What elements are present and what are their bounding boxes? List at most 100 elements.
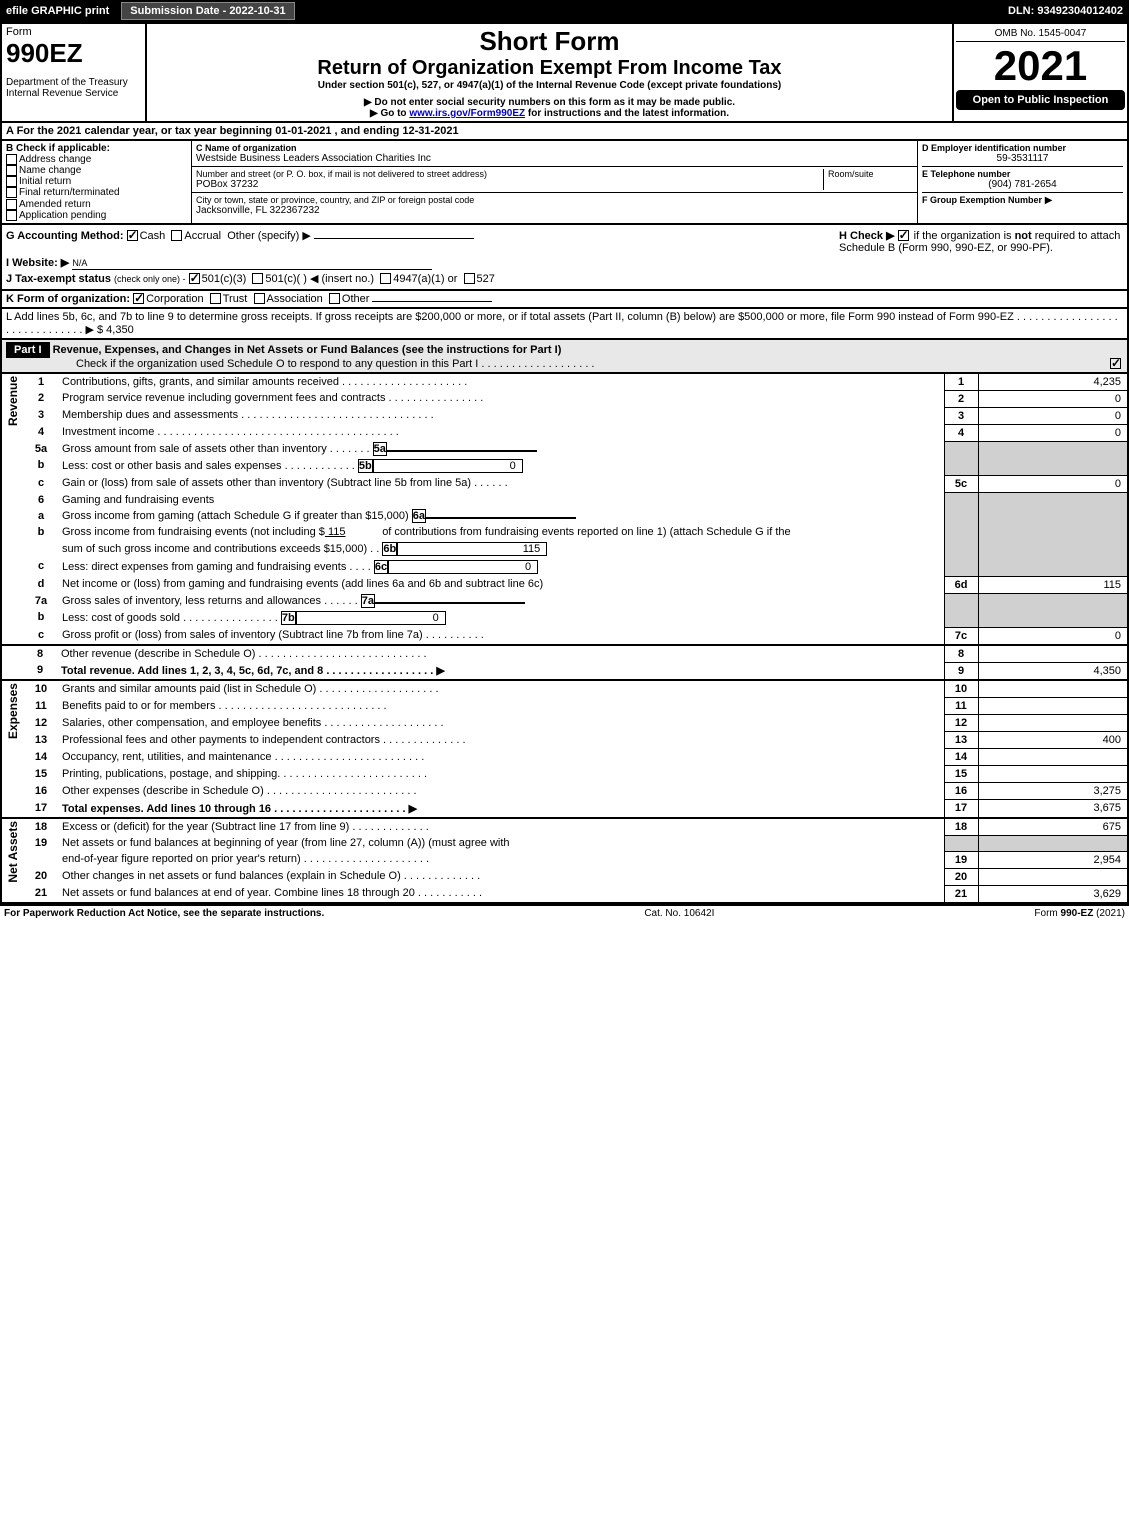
h-checkbox[interactable] bbox=[898, 230, 909, 241]
line-6a: Gross income from gaming (attach Schedul… bbox=[62, 510, 409, 522]
line-18: Excess or (deficit) for the year (Subtra… bbox=[58, 818, 944, 836]
4947-checkbox[interactable] bbox=[380, 273, 391, 284]
line-16: Other expenses (describe in Schedule O) … bbox=[58, 783, 944, 800]
name-change-checkbox[interactable] bbox=[6, 165, 17, 176]
footer-left: For Paperwork Reduction Act Notice, see … bbox=[4, 908, 324, 919]
e-lbl: E Telephone number bbox=[922, 166, 1123, 179]
j-a: 501(c)(3) bbox=[202, 273, 247, 285]
val-6d: 115 bbox=[978, 576, 1128, 593]
k-corp: Corporation bbox=[146, 293, 203, 305]
line-20: Other changes in net assets or fund bala… bbox=[58, 868, 944, 885]
accrual: Accrual bbox=[184, 230, 221, 242]
val-19: 2,954 bbox=[978, 851, 1128, 868]
omb: OMB No. 1545-0047 bbox=[956, 26, 1125, 42]
warn-goto: ▶ Go to www.irs.gov/Form990EZ for instru… bbox=[153, 108, 946, 119]
line-5a: Gross amount from sale of assets other t… bbox=[62, 443, 370, 455]
assoc-checkbox[interactable] bbox=[254, 293, 265, 304]
line-19b: end-of-year figure reported on prior yea… bbox=[58, 851, 944, 868]
line-15: Printing, publications, postage, and shi… bbox=[58, 766, 944, 783]
line-7b: Less: cost of goods sold . . . . . . . .… bbox=[62, 612, 278, 624]
open-inspection: Open to Public Inspection bbox=[956, 90, 1125, 110]
schedule-o-checkbox[interactable] bbox=[1110, 358, 1121, 369]
j-note: (check only one) - bbox=[114, 274, 186, 284]
l-val: $ 4,350 bbox=[97, 324, 134, 336]
cash-checkbox[interactable] bbox=[127, 230, 138, 241]
row-a: A For the 2021 calendar year, or tax yea… bbox=[0, 121, 1129, 139]
line-8: Other revenue (describe in Schedule O) .… bbox=[57, 645, 944, 663]
val-5b: 0 bbox=[373, 459, 523, 473]
line-6b-amt: 115 bbox=[325, 526, 346, 538]
line-6b-pre: Gross income from fundraising events (no… bbox=[62, 526, 325, 538]
net-assets-table: Net Assets 18Excess or (deficit) for the… bbox=[0, 817, 1129, 904]
line-13: Professional fees and other payments to … bbox=[58, 732, 944, 749]
k-other: Other bbox=[342, 293, 370, 305]
f-lbl: F Group Exemption Number bbox=[922, 195, 1042, 205]
expenses-table: Expenses 10Grants and similar amounts pa… bbox=[0, 679, 1129, 817]
addr-change-checkbox[interactable] bbox=[6, 154, 17, 165]
j-d: 527 bbox=[477, 273, 495, 285]
c-city-lbl: City or town, state or province, country… bbox=[196, 195, 913, 205]
revenue-table: Revenue 1Contributions, gifts, grants, a… bbox=[0, 372, 1129, 644]
line-19: Net assets or fund balances at beginning… bbox=[58, 835, 944, 851]
val-4: 0 bbox=[978, 424, 1128, 441]
final: Final return/terminated bbox=[19, 188, 120, 199]
initial-checkbox[interactable] bbox=[6, 176, 17, 187]
title-short-form: Short Form bbox=[153, 26, 946, 57]
l-txt: L Add lines 5b, 6c, and 7b to line 9 to … bbox=[6, 311, 1118, 336]
irs-link[interactable]: www.irs.gov/Form990EZ bbox=[409, 108, 525, 119]
section-bcdef: B Check if applicable: Address change Na… bbox=[0, 139, 1129, 223]
f-arrow: ▶ bbox=[1045, 195, 1053, 206]
line-2: Program service revenue including govern… bbox=[58, 390, 944, 407]
501c-checkbox[interactable] bbox=[252, 273, 263, 284]
line-5c: Gain or (loss) from sale of assets other… bbox=[58, 475, 944, 492]
line-6b-end: sum of such gross income and contributio… bbox=[62, 543, 379, 555]
line-3: Membership dues and assessments . . . . … bbox=[58, 407, 944, 424]
line-6b-mid: of contributions from fundraising events… bbox=[382, 526, 790, 538]
j-c: 4947(a)(1) or bbox=[393, 273, 457, 285]
pending-checkbox[interactable] bbox=[6, 210, 17, 221]
trust-checkbox[interactable] bbox=[210, 293, 221, 304]
j-b: 501(c)( ) ◀ (insert no.) bbox=[265, 273, 374, 285]
other-specify: Other (specify) ▶ bbox=[227, 230, 311, 242]
page-footer: For Paperwork Reduction Act Notice, see … bbox=[0, 904, 1129, 921]
line-5b: Less: cost or other basis and sales expe… bbox=[62, 460, 355, 472]
final-checkbox[interactable] bbox=[6, 187, 17, 198]
other-checkbox[interactable] bbox=[329, 293, 340, 304]
part-i-title: Revenue, Expenses, and Changes in Net As… bbox=[53, 344, 562, 356]
corp-checkbox[interactable] bbox=[133, 293, 144, 304]
warn-ssn: ▶ Do not enter social security numbers o… bbox=[153, 97, 946, 108]
line-6c: Less: direct expenses from gaming and fu… bbox=[62, 561, 371, 573]
527-checkbox[interactable] bbox=[464, 273, 475, 284]
val-17: 3,675 bbox=[978, 800, 1128, 817]
amended-checkbox[interactable] bbox=[6, 199, 17, 210]
title-return: Return of Organization Exempt From Incom… bbox=[153, 57, 946, 80]
form-label: Form bbox=[6, 26, 141, 38]
i-lbl: I Website: ▶ bbox=[6, 257, 69, 269]
addr-change: Address change bbox=[19, 154, 91, 165]
form-number: 990EZ bbox=[6, 38, 141, 69]
org-name: Westside Business Leaders Association Ch… bbox=[196, 153, 913, 164]
line-7a: Gross sales of inventory, less returns a… bbox=[62, 595, 358, 607]
phone: (904) 781-2654 bbox=[922, 179, 1123, 190]
line-10: Grants and similar amounts paid (list in… bbox=[58, 680, 944, 698]
name-change: Name change bbox=[19, 165, 81, 176]
501c3-checkbox[interactable] bbox=[189, 273, 200, 284]
line-12: Salaries, other compensation, and employ… bbox=[58, 715, 944, 732]
val-1: 4,235 bbox=[978, 373, 1128, 391]
val-21: 3,629 bbox=[978, 885, 1128, 903]
efile-label[interactable]: efile GRAPHIC print bbox=[0, 5, 115, 17]
g-lbl: G Accounting Method: bbox=[6, 230, 124, 242]
d-lbl: D Employer identification number bbox=[922, 143, 1123, 153]
b-label: B Check if applicable: bbox=[6, 143, 187, 154]
amended: Amended return bbox=[19, 199, 91, 210]
val-6c: 0 bbox=[388, 560, 538, 574]
k-assoc: Association bbox=[267, 293, 323, 305]
part-i-header: Part I Revenue, Expenses, and Changes in… bbox=[0, 338, 1129, 372]
k-lbl: K Form of organization: bbox=[6, 293, 130, 305]
val-16: 3,275 bbox=[978, 783, 1128, 800]
section-gh: G Accounting Method: Cash Accrual Other … bbox=[0, 223, 1129, 289]
accrual-checkbox[interactable] bbox=[171, 230, 182, 241]
room-lbl: Room/suite bbox=[828, 169, 913, 179]
line-17: Total expenses. Add lines 10 through 16 … bbox=[62, 803, 417, 815]
expenses-tab: Expenses bbox=[6, 683, 20, 739]
